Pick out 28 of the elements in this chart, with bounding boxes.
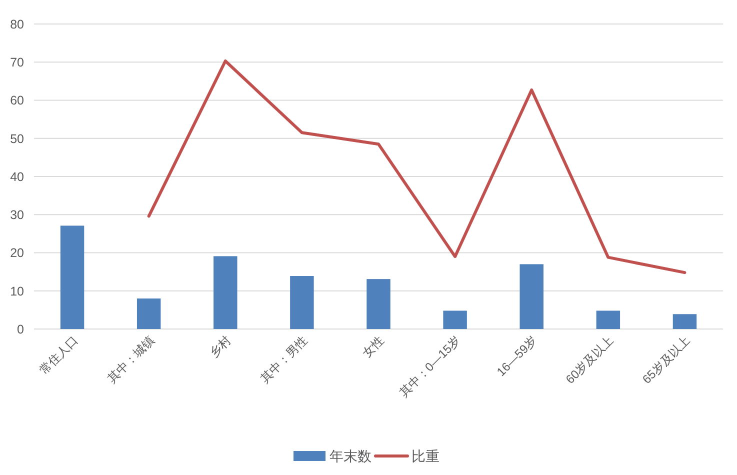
y-tick-label: 0 — [17, 322, 24, 336]
bar — [520, 264, 544, 329]
legend-label: 年末数 — [330, 448, 372, 464]
bar — [136, 298, 161, 329]
x-tick-label: 60岁及以上 — [563, 333, 616, 387]
y-tick-label: 40 — [10, 170, 24, 184]
bar — [60, 226, 84, 329]
y-tick-label: 10 — [10, 284, 24, 298]
legend-label: 比重 — [412, 448, 440, 464]
y-tick-label: 50 — [10, 132, 24, 146]
x-tick-label: 女性 — [360, 333, 387, 360]
bar — [443, 310, 467, 329]
bar — [366, 279, 390, 329]
x-tick-label: 常住人口 — [36, 333, 80, 378]
line-series — [147, 59, 686, 274]
bar — [290, 276, 314, 329]
bar — [214, 256, 238, 329]
y-tick-label: 30 — [10, 208, 24, 222]
y-tick-label: 80 — [10, 17, 24, 32]
x-tick-label: 其中：城镇 — [104, 333, 157, 386]
x-tick-label: 其中：男性 — [258, 333, 310, 386]
bar — [672, 314, 697, 329]
y-tick-label: 60 — [10, 94, 24, 108]
x-tick-label: 乡村 — [206, 333, 234, 360]
bar — [596, 310, 620, 329]
y-tick-label: 20 — [10, 246, 24, 260]
x-tick-label: 65岁及以上 — [640, 333, 693, 387]
y-tick-label: 70 — [10, 56, 24, 70]
